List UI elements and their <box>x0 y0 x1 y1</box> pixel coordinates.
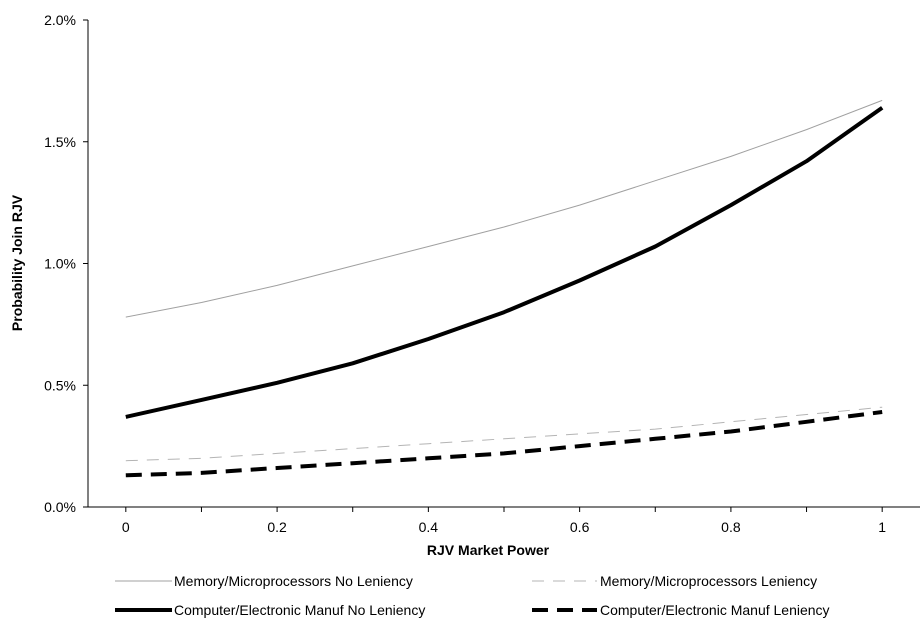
legend-item-memory-leniency: Memory/Microprocessors Leniency <box>532 573 817 589</box>
legend-item-computer-no-leniency: Computer/Electronic Manuf No Leniency <box>115 602 425 618</box>
y-tick-label: 1.0% <box>44 256 76 272</box>
y-tick-label: 2.0% <box>44 12 76 28</box>
x-axis-ticks: 0 0.2 0.4 0.6 0.8 1 <box>122 507 886 535</box>
x-tick-label: 0.4 <box>419 519 439 535</box>
x-tick-label: 0.8 <box>721 519 741 535</box>
legend-label: Computer/Electronic Manuf Leniency <box>600 602 830 618</box>
plot-area: 0.0% 0.5% 1.0% 1.5% 2.0% 0 0.2 0.4 0.6 0.8 1 <box>44 12 920 535</box>
x-tick-label: 0.2 <box>267 519 287 535</box>
x-tick-label: 0.6 <box>570 519 590 535</box>
y-tick-label: 1.5% <box>44 134 76 150</box>
legend-label: Memory/Microprocessors Leniency <box>600 573 817 589</box>
series-line-2 <box>125 106 884 419</box>
legend-label: Computer/Electronic Manuf No Leniency <box>174 602 425 618</box>
y-tick-label: 0.0% <box>44 499 76 515</box>
series-line-3 <box>125 410 883 478</box>
series-lines <box>125 99 884 478</box>
x-axis-title: RJV Market Power <box>427 542 550 558</box>
x-tick-label: 0 <box>122 519 130 535</box>
legend-item-memory-no-leniency: Memory/Microprocessors No Leniency <box>115 573 413 589</box>
legend-label: Memory/Microprocessors No Leniency <box>174 573 413 589</box>
x-tick-label: 1 <box>878 519 886 535</box>
legend-item-computer-leniency: Computer/Electronic Manuf Leniency <box>532 602 830 618</box>
y-tick-label: 0.5% <box>44 377 76 393</box>
y-axis-ticks: 0.0% 0.5% 1.0% 1.5% 2.0% <box>44 12 88 515</box>
series-line-0 <box>125 99 883 318</box>
series-line-1 <box>125 406 883 462</box>
y-axis-title: Probability Join RJV <box>9 194 25 331</box>
legend: Memory/Microprocessors No Leniency Memor… <box>115 573 830 618</box>
